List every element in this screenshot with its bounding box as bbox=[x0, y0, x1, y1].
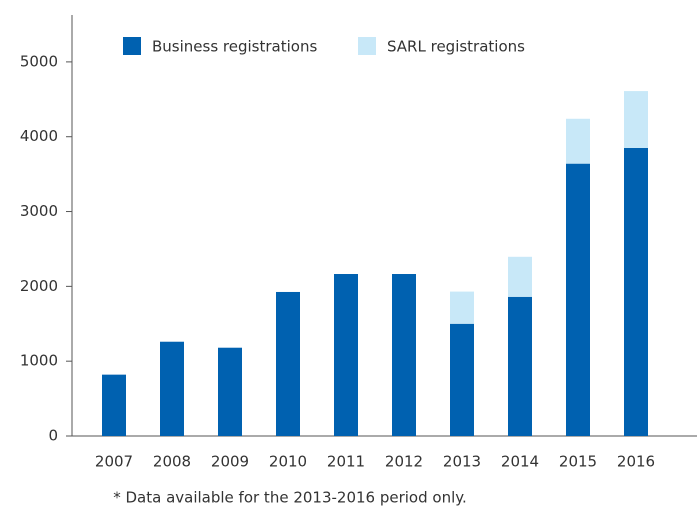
y-tick-label: 2000 bbox=[20, 277, 58, 295]
bar-segment bbox=[218, 347, 242, 436]
y-tick-label: 3000 bbox=[20, 202, 58, 220]
legend-label: SARL registrations bbox=[387, 38, 525, 56]
bar-segment bbox=[334, 274, 358, 436]
legend-swatch bbox=[358, 37, 376, 55]
x-tick-label: 2014 bbox=[501, 453, 539, 471]
bar-segment bbox=[566, 118, 590, 164]
bar-segment bbox=[276, 291, 300, 436]
x-tick-label: 2009 bbox=[211, 453, 249, 471]
x-tick-label: 2016 bbox=[617, 453, 655, 471]
bar-segment bbox=[160, 341, 184, 436]
bar-segment bbox=[624, 147, 648, 436]
bar-segment bbox=[508, 256, 532, 297]
x-tick-label: 2008 bbox=[153, 453, 191, 471]
x-tick-label: 2011 bbox=[327, 453, 365, 471]
x-tick-label: 2007 bbox=[95, 453, 133, 471]
legend-swatch bbox=[123, 37, 141, 55]
bar-segment bbox=[450, 323, 474, 436]
bar-segment bbox=[566, 163, 590, 436]
y-tick-label: 1000 bbox=[20, 352, 58, 370]
x-tick-label: 2013 bbox=[443, 453, 481, 471]
footnote: * Data available for the 2013-2016 perio… bbox=[113, 489, 467, 507]
x-tick-label: 2012 bbox=[385, 453, 423, 471]
x-tick-label: 2015 bbox=[559, 453, 597, 471]
x-tick-label: 2010 bbox=[269, 453, 307, 471]
bar-segment bbox=[624, 91, 648, 148]
y-tick-label: 4000 bbox=[20, 127, 58, 145]
y-tick-label: 0 bbox=[48, 427, 58, 445]
y-tick-label: 5000 bbox=[20, 52, 58, 70]
bar-segment bbox=[450, 291, 474, 324]
legend-label: Business registrations bbox=[152, 38, 317, 56]
bar-segment bbox=[508, 296, 532, 436]
bar-segment bbox=[102, 374, 126, 436]
bar-segment bbox=[392, 274, 416, 436]
